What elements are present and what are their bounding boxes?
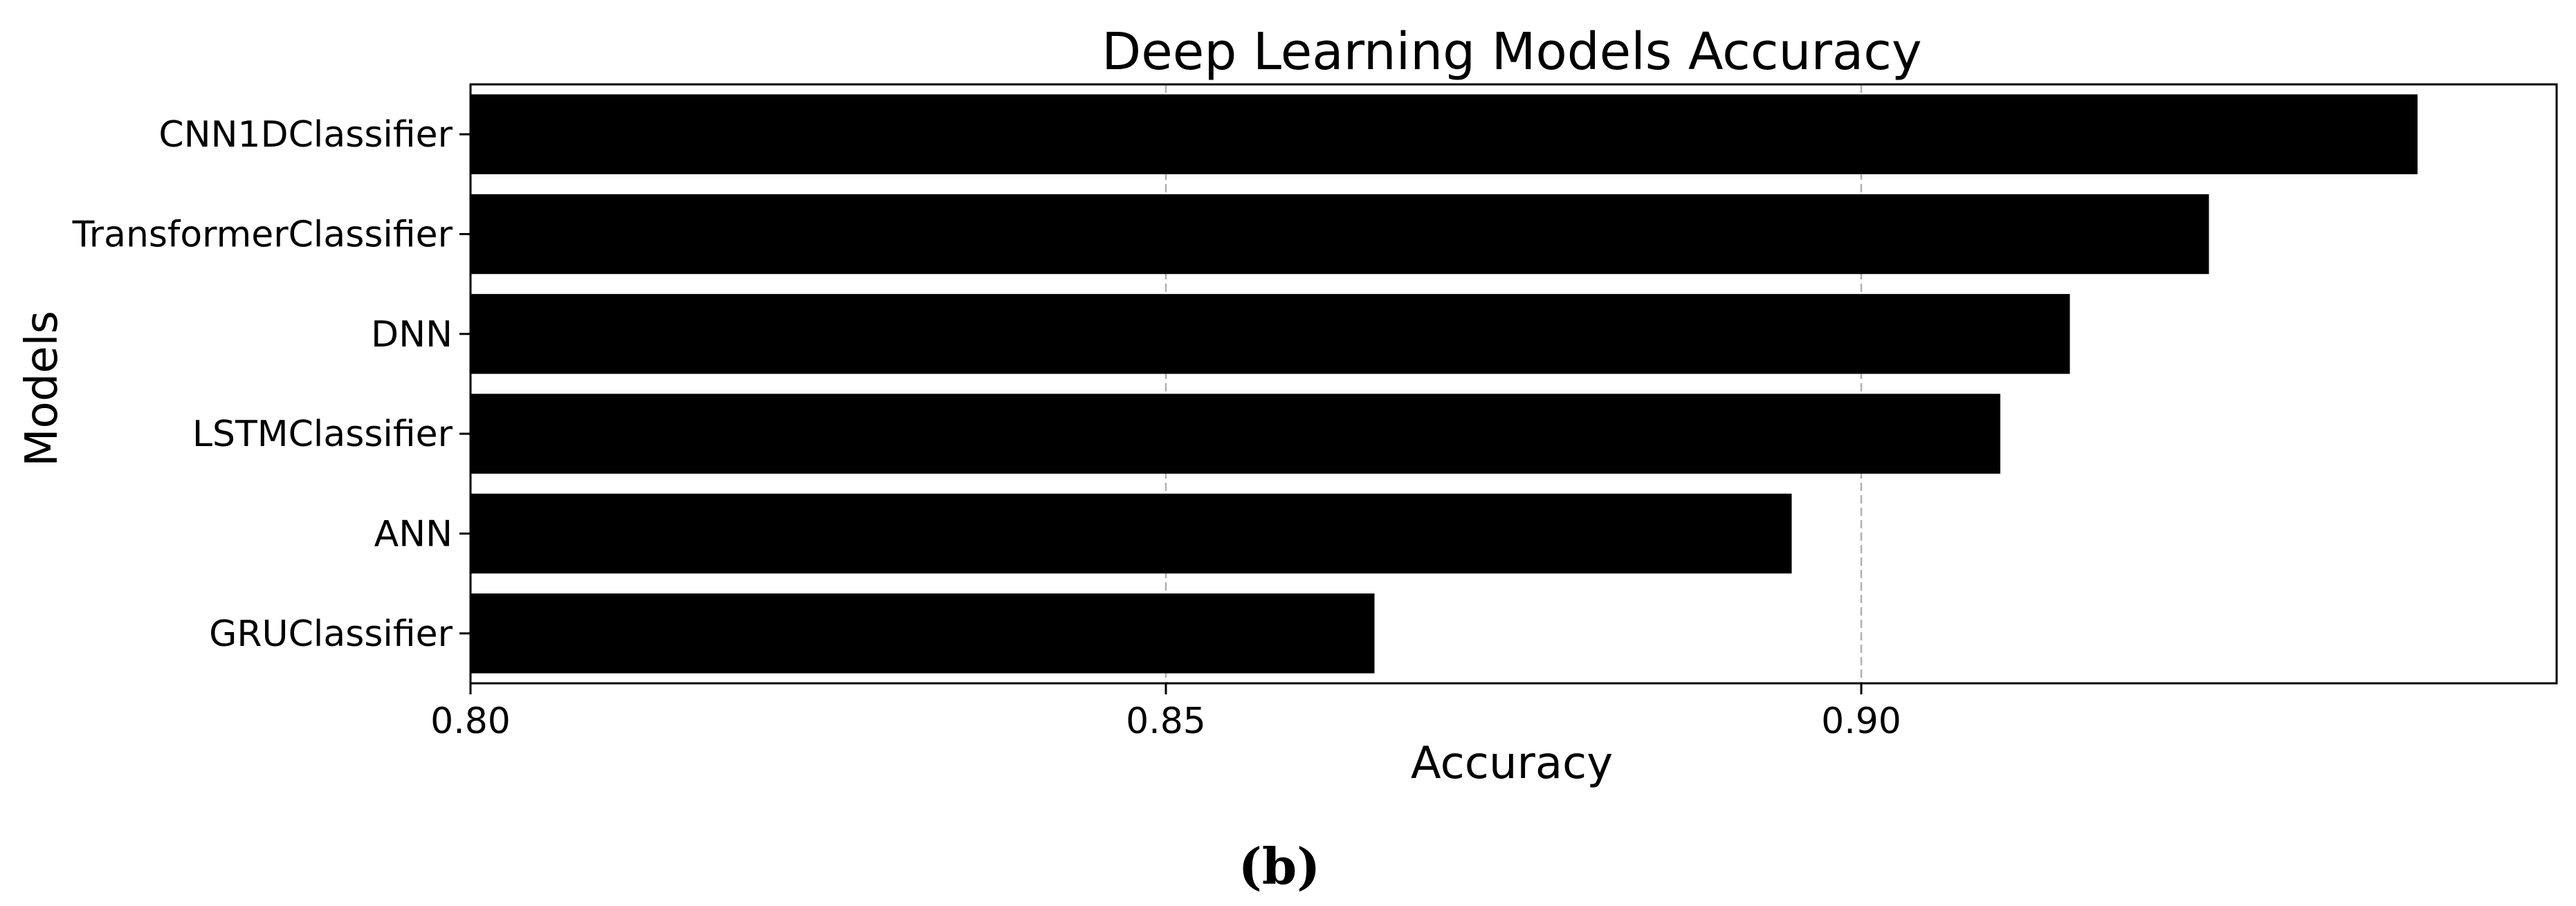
x-tick-label: 0.90	[1821, 701, 1901, 742]
bar-cnn1dclassifier	[471, 94, 2418, 174]
y-tick-label: DNN	[371, 314, 453, 355]
bars	[471, 94, 2418, 674]
y-tick-label: GRUClassifier	[209, 613, 453, 655]
x-tick-label: 0.85	[1126, 701, 1206, 742]
y-tick-label: TransformerClassifier	[72, 214, 453, 256]
x-tick-label: 0.80	[430, 701, 511, 742]
bar-dnn	[471, 294, 2070, 374]
bar-transformerclassifier	[471, 194, 2209, 275]
chart-title: Deep Learning Models Accuracy	[1102, 22, 1921, 82]
y-tick-label: LSTMClassifier	[192, 414, 453, 455]
bar-lstmclassifier	[471, 394, 2000, 474]
y-tick-label: ANN	[374, 514, 453, 555]
figure-caption: (b)	[1239, 837, 1320, 896]
y-axis-label: Models	[17, 311, 68, 467]
x-axis-label: Accuracy	[1411, 738, 1613, 789]
y-tick-label: CNN1DClassifier	[158, 114, 453, 156]
bar-gruclassifier	[471, 593, 1375, 674]
bar-ann	[471, 493, 1792, 574]
plot-frame	[469, 83, 2558, 685]
y-ticks: CNN1DClassifier TransformerClassifier DNN L…	[72, 114, 471, 655]
gridlines	[1164, 84, 1863, 683]
x-ticks: 0.80 0.85 0.90	[430, 683, 1901, 742]
